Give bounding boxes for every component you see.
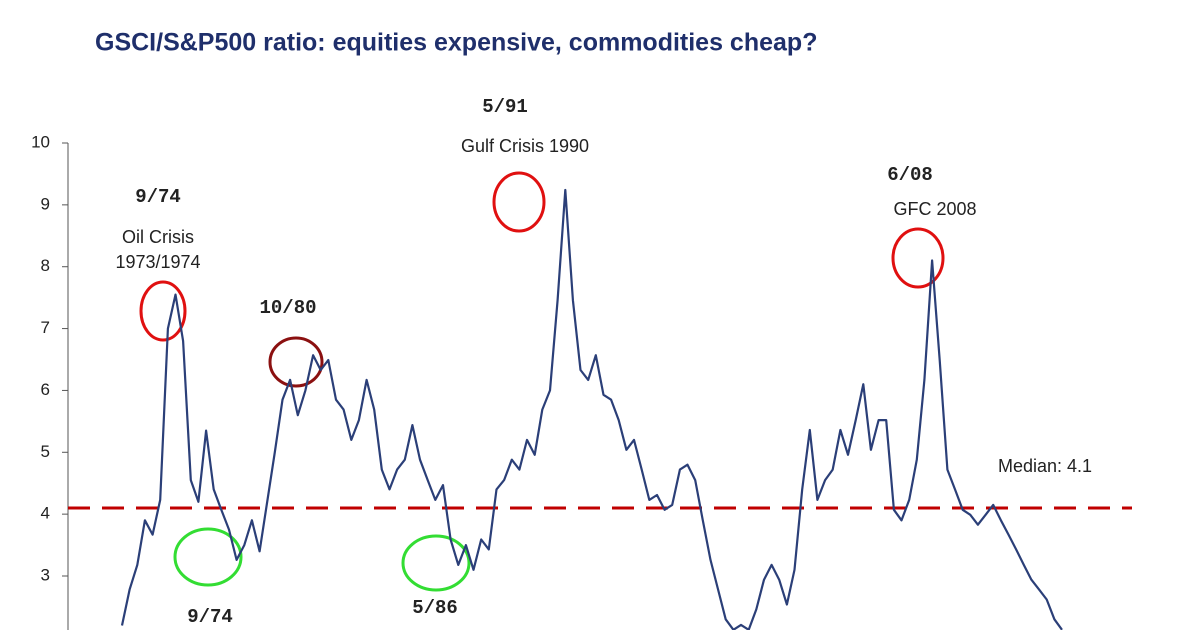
highlight-circle bbox=[268, 336, 324, 388]
y-tick-label: 7 bbox=[41, 318, 50, 337]
chart-title: GSCI/S&P500 ratio: equities expensive, c… bbox=[95, 29, 817, 57]
y-tick-label: 8 bbox=[41, 256, 50, 275]
highlight-circle bbox=[492, 171, 546, 233]
annotation: GFC 2008 bbox=[893, 199, 976, 219]
annotation: 9/74 bbox=[187, 606, 233, 628]
highlights bbox=[139, 171, 945, 592]
data-line bbox=[120, 188, 1063, 630]
y-tick-label: 5 bbox=[41, 442, 50, 461]
annotation: 1973/1974 bbox=[115, 252, 200, 272]
median-label: Median: 4.1 bbox=[998, 456, 1092, 476]
annotation: 10/80 bbox=[259, 297, 316, 319]
annotation: 6/08 bbox=[887, 164, 933, 186]
annotation: 9/74 bbox=[135, 186, 181, 208]
annotation: Gulf Crisis 1990 bbox=[461, 136, 589, 156]
annotation: 5/91 bbox=[482, 96, 528, 118]
highlight-circle bbox=[139, 280, 187, 342]
highlight-circle bbox=[173, 527, 243, 587]
plot-area bbox=[120, 188, 1063, 630]
annotation: Oil Crisis bbox=[122, 227, 194, 247]
y-tick-label: 9 bbox=[41, 194, 50, 213]
highlight-circle bbox=[891, 227, 945, 289]
y-tick-label: 4 bbox=[41, 504, 50, 523]
annotation: 5/86 bbox=[412, 597, 458, 619]
y-tick-label: 10 bbox=[31, 132, 50, 151]
y-tick-label: 6 bbox=[41, 380, 50, 399]
y-tick-label: 3 bbox=[41, 565, 50, 584]
highlight-circle bbox=[401, 534, 471, 592]
